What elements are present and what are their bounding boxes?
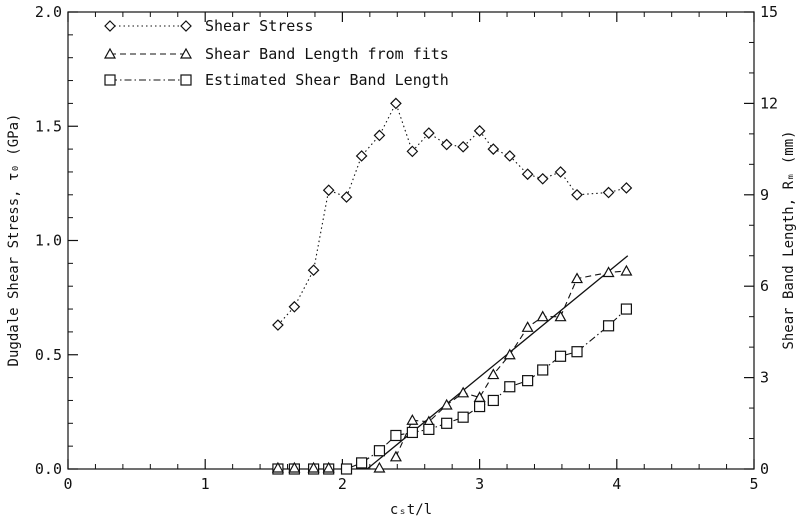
- x-tick-label: 4: [612, 475, 621, 493]
- point-triangle: [389, 450, 402, 462]
- point-square: [406, 426, 418, 439]
- point-triangle: [602, 266, 615, 278]
- legend-label: Shear Stress: [205, 17, 313, 35]
- y-left-tick-label: 0.5: [35, 346, 62, 364]
- point-diamond: [473, 124, 486, 137]
- legend-marker-square: [180, 74, 192, 86]
- legend-label: Shear Band Length from fits: [205, 45, 449, 63]
- point-triangle: [536, 310, 549, 322]
- point-diamond: [390, 97, 402, 110]
- y-left-tick-label: 1.0: [35, 232, 62, 250]
- point-diamond: [406, 145, 419, 158]
- series-line-diamond: [277, 102, 627, 326]
- point-square: [457, 411, 469, 423]
- legend-label: Estimated Shear Band Length: [205, 71, 449, 89]
- y-right-tick-label: 6: [760, 277, 769, 295]
- point-square: [537, 364, 549, 376]
- legend-marker-triangle: [103, 47, 117, 59]
- point-diamond: [288, 300, 301, 313]
- point-triangle-baseline: [271, 461, 284, 473]
- fit-line: [366, 255, 629, 470]
- point-square: [571, 346, 583, 358]
- point-diamond: [373, 129, 386, 142]
- point-square: [340, 463, 353, 475]
- point-triangle: [620, 264, 633, 276]
- point-diamond: [340, 191, 353, 203]
- point-diamond: [503, 150, 516, 162]
- point-square: [487, 394, 499, 407]
- y-right-tick-label: 0: [760, 460, 769, 478]
- x-tick-label: 2: [338, 475, 347, 493]
- point-square: [602, 320, 615, 332]
- point-diamond: [602, 186, 615, 199]
- y-left-tick-label: 2.0: [35, 3, 62, 21]
- point-diamond: [571, 188, 583, 201]
- point-diamond: [620, 182, 633, 194]
- point-triangle: [440, 398, 453, 410]
- point-square: [373, 445, 386, 457]
- point-square: [522, 375, 534, 387]
- legend: Shear Stress Shear Band Length from fits E…: [103, 17, 449, 89]
- point-square: [423, 423, 435, 435]
- point-diamond: [521, 168, 534, 181]
- point-square: [356, 457, 368, 469]
- point-square: [554, 350, 567, 362]
- point-triangle-baseline: [288, 461, 301, 473]
- point-triangle-baseline: [307, 461, 320, 473]
- point-diamond: [554, 166, 567, 178]
- series-line-square: [277, 308, 627, 470]
- x-tick-label: 0: [63, 475, 72, 493]
- y-right-tick-label: 15: [760, 3, 778, 21]
- point-diamond: [457, 140, 469, 153]
- point-triangle: [503, 348, 516, 360]
- y-right-axis-label: Shear Band Length, Rₘ (mm): [781, 130, 797, 349]
- y-right-tick-label: 3: [760, 369, 769, 387]
- y-right-tick-label: 12: [760, 94, 778, 112]
- point-triangle-baseline: [322, 461, 335, 473]
- point-diamond: [307, 264, 320, 277]
- axis-ticks: [67, 11, 755, 470]
- legend-marker-triangle: [179, 47, 193, 59]
- point-square: [441, 417, 453, 429]
- point-triangle-baseline: [373, 461, 386, 473]
- point-diamond: [536, 172, 549, 185]
- legend-marker-square: [104, 74, 116, 86]
- series-layer: [271, 97, 633, 475]
- point-diamond: [440, 138, 453, 151]
- series-line-triangle: [395, 270, 627, 458]
- y-right-tick-label: 9: [760, 186, 769, 204]
- point-diamond: [487, 143, 500, 155]
- point-diamond: [422, 127, 435, 139]
- point-triangle: [487, 368, 500, 380]
- legend-marker-diamond: [180, 20, 192, 32]
- y-left-axis-label: Dugdale Shear Stress, τ₀ (GPa): [6, 114, 22, 367]
- x-tick-label: 1: [201, 475, 210, 493]
- x-tick-label: 3: [475, 475, 484, 493]
- point-square: [390, 429, 402, 442]
- legend-marker-diamond: [104, 20, 116, 32]
- point-triangle: [406, 414, 419, 425]
- point-square: [620, 303, 633, 315]
- point-triangle: [521, 321, 534, 332]
- point-triangle: [457, 386, 470, 398]
- point-triangle: [570, 272, 584, 284]
- point-diamond: [322, 184, 335, 197]
- point-square: [474, 400, 486, 413]
- y-left-tick-label: 1.5: [35, 117, 62, 135]
- point-diamond: [355, 150, 368, 162]
- point-square: [504, 381, 516, 393]
- y-left-tick-label: 0.0: [35, 460, 62, 478]
- point-triangle: [554, 310, 567, 322]
- point-diamond: [272, 319, 284, 331]
- x-axis-label: cₛt/l: [390, 502, 432, 518]
- x-tick-label: 5: [749, 475, 758, 493]
